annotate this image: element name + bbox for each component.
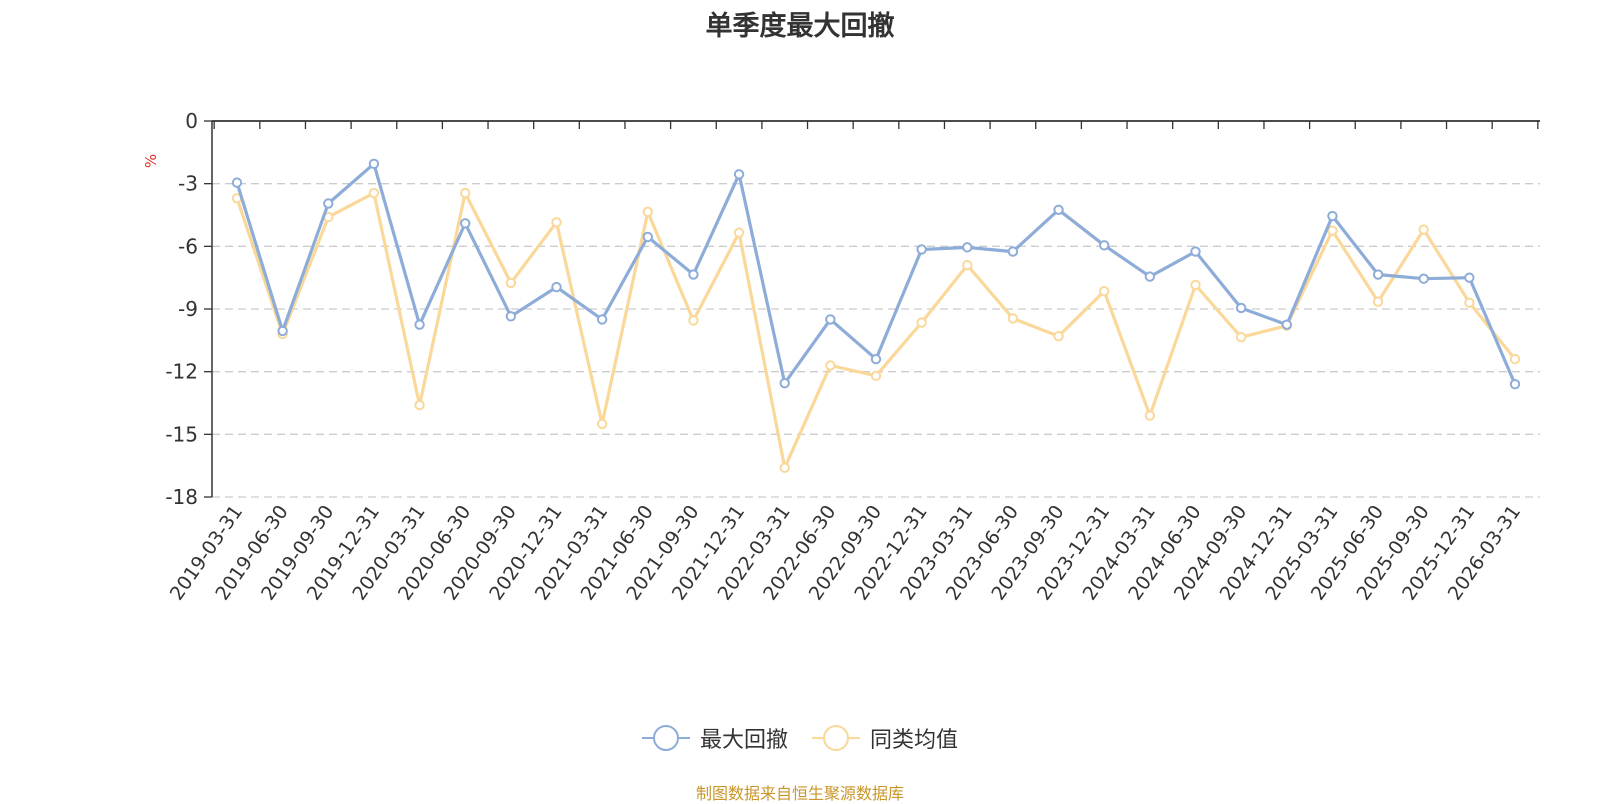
series-0-point-21 [1190, 246, 1201, 257]
series-1-point-3 [368, 187, 380, 199]
series-0-point-20 [1144, 271, 1156, 282]
series-0-point-9 [642, 231, 653, 243]
series-1-point-16 [962, 259, 973, 271]
chart-title: 单季度最大回撤 [705, 11, 895, 42]
legend-label-max-drawdown: 最大回撤 [699, 728, 788, 753]
series-1-point-4 [414, 399, 425, 411]
series-1-point-22 [1235, 332, 1247, 343]
series-line-0 [235, 162, 1517, 386]
series-0-point-22 [1235, 302, 1247, 314]
series-0-point-25 [1372, 269, 1384, 280]
legend-swatch-peer-average [812, 725, 860, 751]
series-0-point-8 [596, 314, 608, 325]
series-0-point-0 [231, 177, 243, 188]
series-0-point-18 [1053, 204, 1064, 215]
series-0-point-12 [779, 377, 790, 389]
series-1-point-9 [642, 206, 653, 218]
series-0-point-10 [688, 269, 699, 280]
legend-item-peer-average[interactable]: 同类均值 [812, 722, 958, 754]
series-1-point-11 [733, 227, 745, 238]
legend-item-max-drawdown[interactable]: 最大回撤 [641, 722, 788, 754]
series-0-point-11 [733, 169, 745, 180]
series-0-point-19 [1099, 240, 1110, 251]
series-1-point-5 [460, 187, 471, 199]
series-0-point-14 [870, 353, 882, 365]
y-tick-label-4: -12 [165, 360, 198, 384]
series-1-point-8 [596, 418, 608, 430]
legend-label-peer-average: 同类均值 [870, 728, 959, 753]
series-1-point-28 [1509, 353, 1521, 365]
series-0-point-26 [1418, 273, 1429, 284]
y-tick-label-5: -15 [165, 422, 198, 446]
series-1-point-17 [1007, 313, 1019, 324]
series-1-point-13 [825, 360, 836, 371]
y-axis-unit-label: % [142, 154, 160, 168]
series-1-point-18 [1053, 330, 1064, 342]
series-1-point-6 [505, 277, 517, 289]
legend-swatch-max-drawdown [641, 725, 690, 751]
series-1-point-15 [916, 317, 927, 328]
series-0-point-1 [277, 325, 288, 337]
series-1-point-14 [870, 370, 882, 382]
series-1-point-27 [1464, 297, 1475, 308]
series-1-point-26 [1418, 224, 1429, 235]
series-0-point-6 [505, 311, 517, 322]
y-tick-label-2: -6 [178, 234, 198, 258]
y-tick-label-1: -3 [178, 172, 198, 196]
legend: 最大回撤 同类均值 [0, 722, 1600, 754]
series-1-point-10 [688, 315, 699, 326]
series-0-point-7 [551, 281, 562, 293]
series-0-point-5 [460, 218, 471, 229]
series-1-point-24 [1327, 225, 1338, 236]
series-1-point-20 [1144, 410, 1156, 421]
data-source-note: 制图数据来自恒生聚源数据库 [695, 784, 904, 803]
y-tick-label-3: -9 [178, 297, 198, 321]
series-1-point-21 [1190, 279, 1201, 291]
series-0-point-17 [1007, 246, 1019, 257]
series-0-point-13 [825, 314, 836, 325]
series-0-point-28 [1509, 379, 1521, 390]
series-0-point-27 [1464, 272, 1475, 283]
series-1-point-12 [779, 462, 790, 473]
series-0-point-16 [962, 242, 973, 253]
series-0-point-15 [916, 244, 927, 255]
series-1-point-25 [1372, 296, 1384, 307]
series-0-point-23 [1281, 319, 1292, 330]
series-1-point-7 [551, 217, 562, 228]
series-1-point-19 [1099, 286, 1110, 297]
series-0-point-3 [368, 158, 380, 170]
series-0-point-24 [1327, 210, 1338, 222]
y-tick-label-6: -18 [165, 485, 198, 509]
y-tick-label-0: 0 [185, 109, 198, 133]
series-0-point-2 [323, 198, 334, 209]
series-0-point-4 [414, 319, 425, 330]
